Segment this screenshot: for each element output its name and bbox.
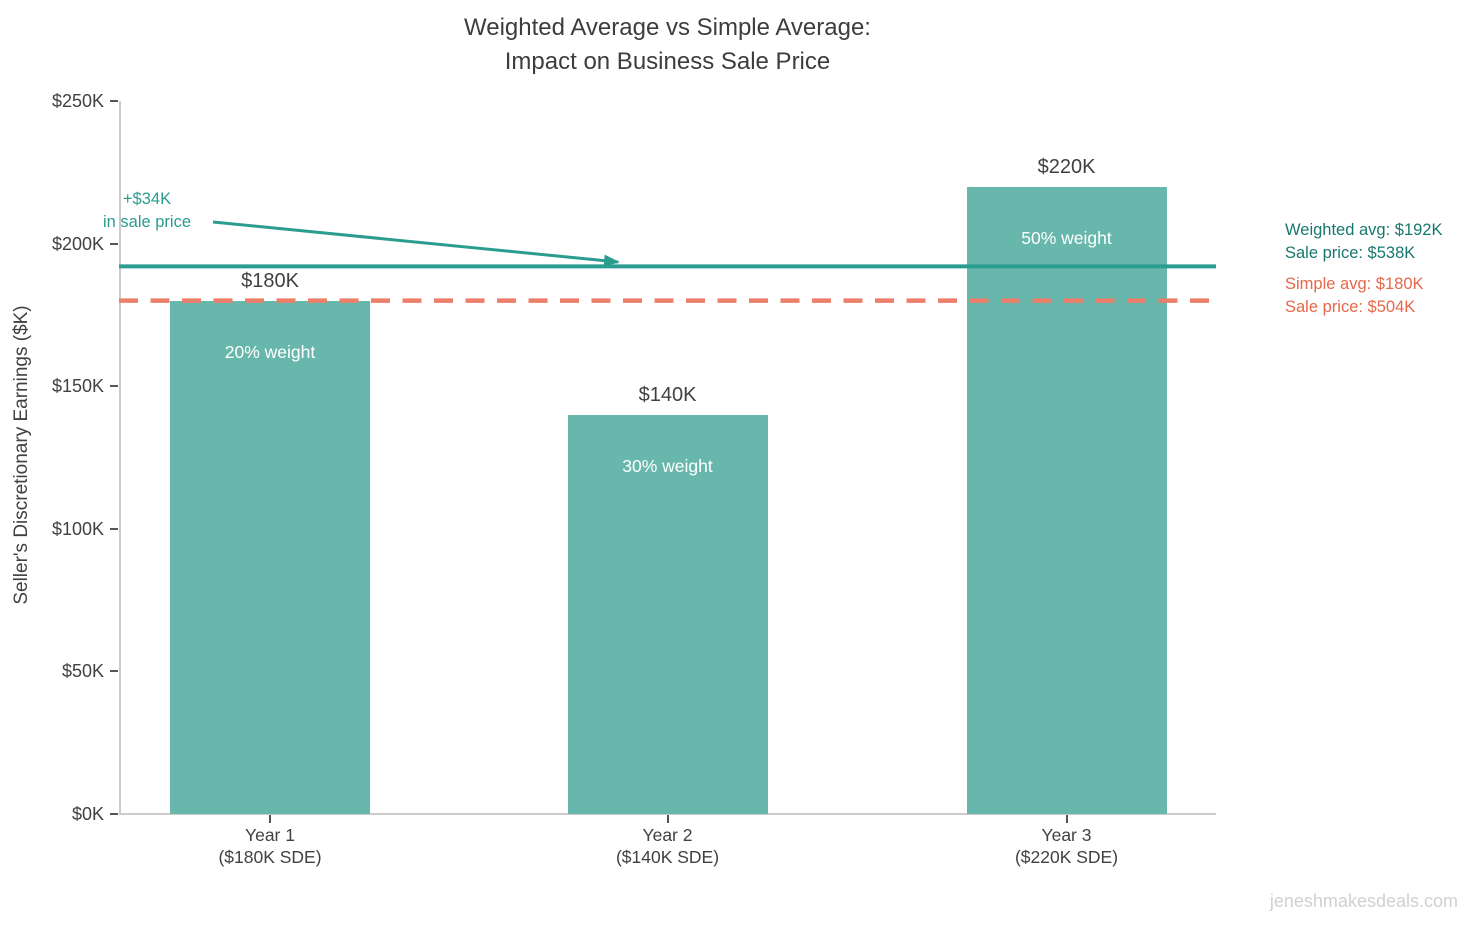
x-axis-label: Year 1 ($180K SDE) <box>150 824 390 868</box>
legend-simple: Simple avg: $180K Sale price: $504K <box>1285 273 1479 319</box>
y-tick-mark <box>110 242 118 245</box>
y-tick-mark <box>110 100 118 102</box>
chart-title: Weighted Average vs Simple Average: Impa… <box>119 11 1216 79</box>
y-tick-label: $250K <box>51 91 104 111</box>
x-axis-label-sde: ($140K SDE) <box>615 847 720 867</box>
legend-simple-sale-price: Sale price: $504K <box>1285 298 1416 316</box>
bar-weight-label: 20% weight <box>224 341 316 362</box>
x-axis-label-sde: ($180K SDE) <box>218 847 322 867</box>
annotation-increase: +$34K in sale price <box>47 188 247 234</box>
y-tick-mark <box>110 385 118 388</box>
y-tick-label: $200K <box>51 233 104 254</box>
y-tick-label: $100K <box>51 518 104 539</box>
bar-value-label: $140K <box>638 383 697 406</box>
x-axis-label-year: Year 3 <box>1041 825 1092 845</box>
x-axis-label-year: Year 1 <box>245 825 295 845</box>
y-axis-line <box>119 101 121 815</box>
x-tick-mark <box>269 815 271 823</box>
legend-weighted: Weighted avg: $192K Sale price: $538K <box>1285 219 1479 265</box>
chart-title-line1: Weighted Average vs Simple Average: <box>464 14 871 41</box>
y-tick-label: $0K <box>71 804 104 824</box>
y-tick-mark <box>110 527 118 530</box>
bar-weight-label: 30% weight <box>622 455 713 476</box>
bar-year-2 <box>567 414 768 814</box>
legend-weighted-avg: Weighted avg: $192K <box>1285 221 1443 239</box>
bar-value-label: $180K <box>241 269 299 292</box>
x-axis-label: Year 3 ($220K SDE) <box>947 824 1187 868</box>
legend-simple-avg: Simple avg: $180K <box>1285 275 1424 293</box>
bar-value-label: $220K <box>1037 155 1096 178</box>
x-axis-label-sde: ($220K SDE) <box>1014 847 1119 867</box>
x-tick-mark <box>1065 815 1068 823</box>
y-tick-mark <box>110 670 118 673</box>
watermark: jeneshmakesdeals.com <box>1269 891 1458 911</box>
x-tick-mark <box>666 815 669 823</box>
y-tick-mark <box>110 813 118 815</box>
bar-year-1 <box>170 300 370 814</box>
y-tick-label: $150K <box>51 376 104 397</box>
bar-weight-label: 50% weight <box>1021 227 1112 248</box>
bar-year-3 <box>966 186 1167 814</box>
x-axis-label: Year 2 ($140K SDE) <box>548 824 788 868</box>
annotation-arrow <box>212 220 620 267</box>
chart-title-line2: Impact on Business Sale Price <box>504 48 831 75</box>
x-axis-line <box>119 813 1216 815</box>
annotation-line1: +$34K <box>122 190 172 208</box>
y-axis-title: Seller's Discretionary Earnings ($K) <box>11 305 32 605</box>
x-axis-label-year: Year 2 <box>642 825 693 845</box>
legend-weighted-sale-price: Sale price: $538K <box>1285 244 1416 262</box>
annotation-line2: in sale price <box>102 213 192 231</box>
y-tick-label: $50K <box>61 661 104 682</box>
